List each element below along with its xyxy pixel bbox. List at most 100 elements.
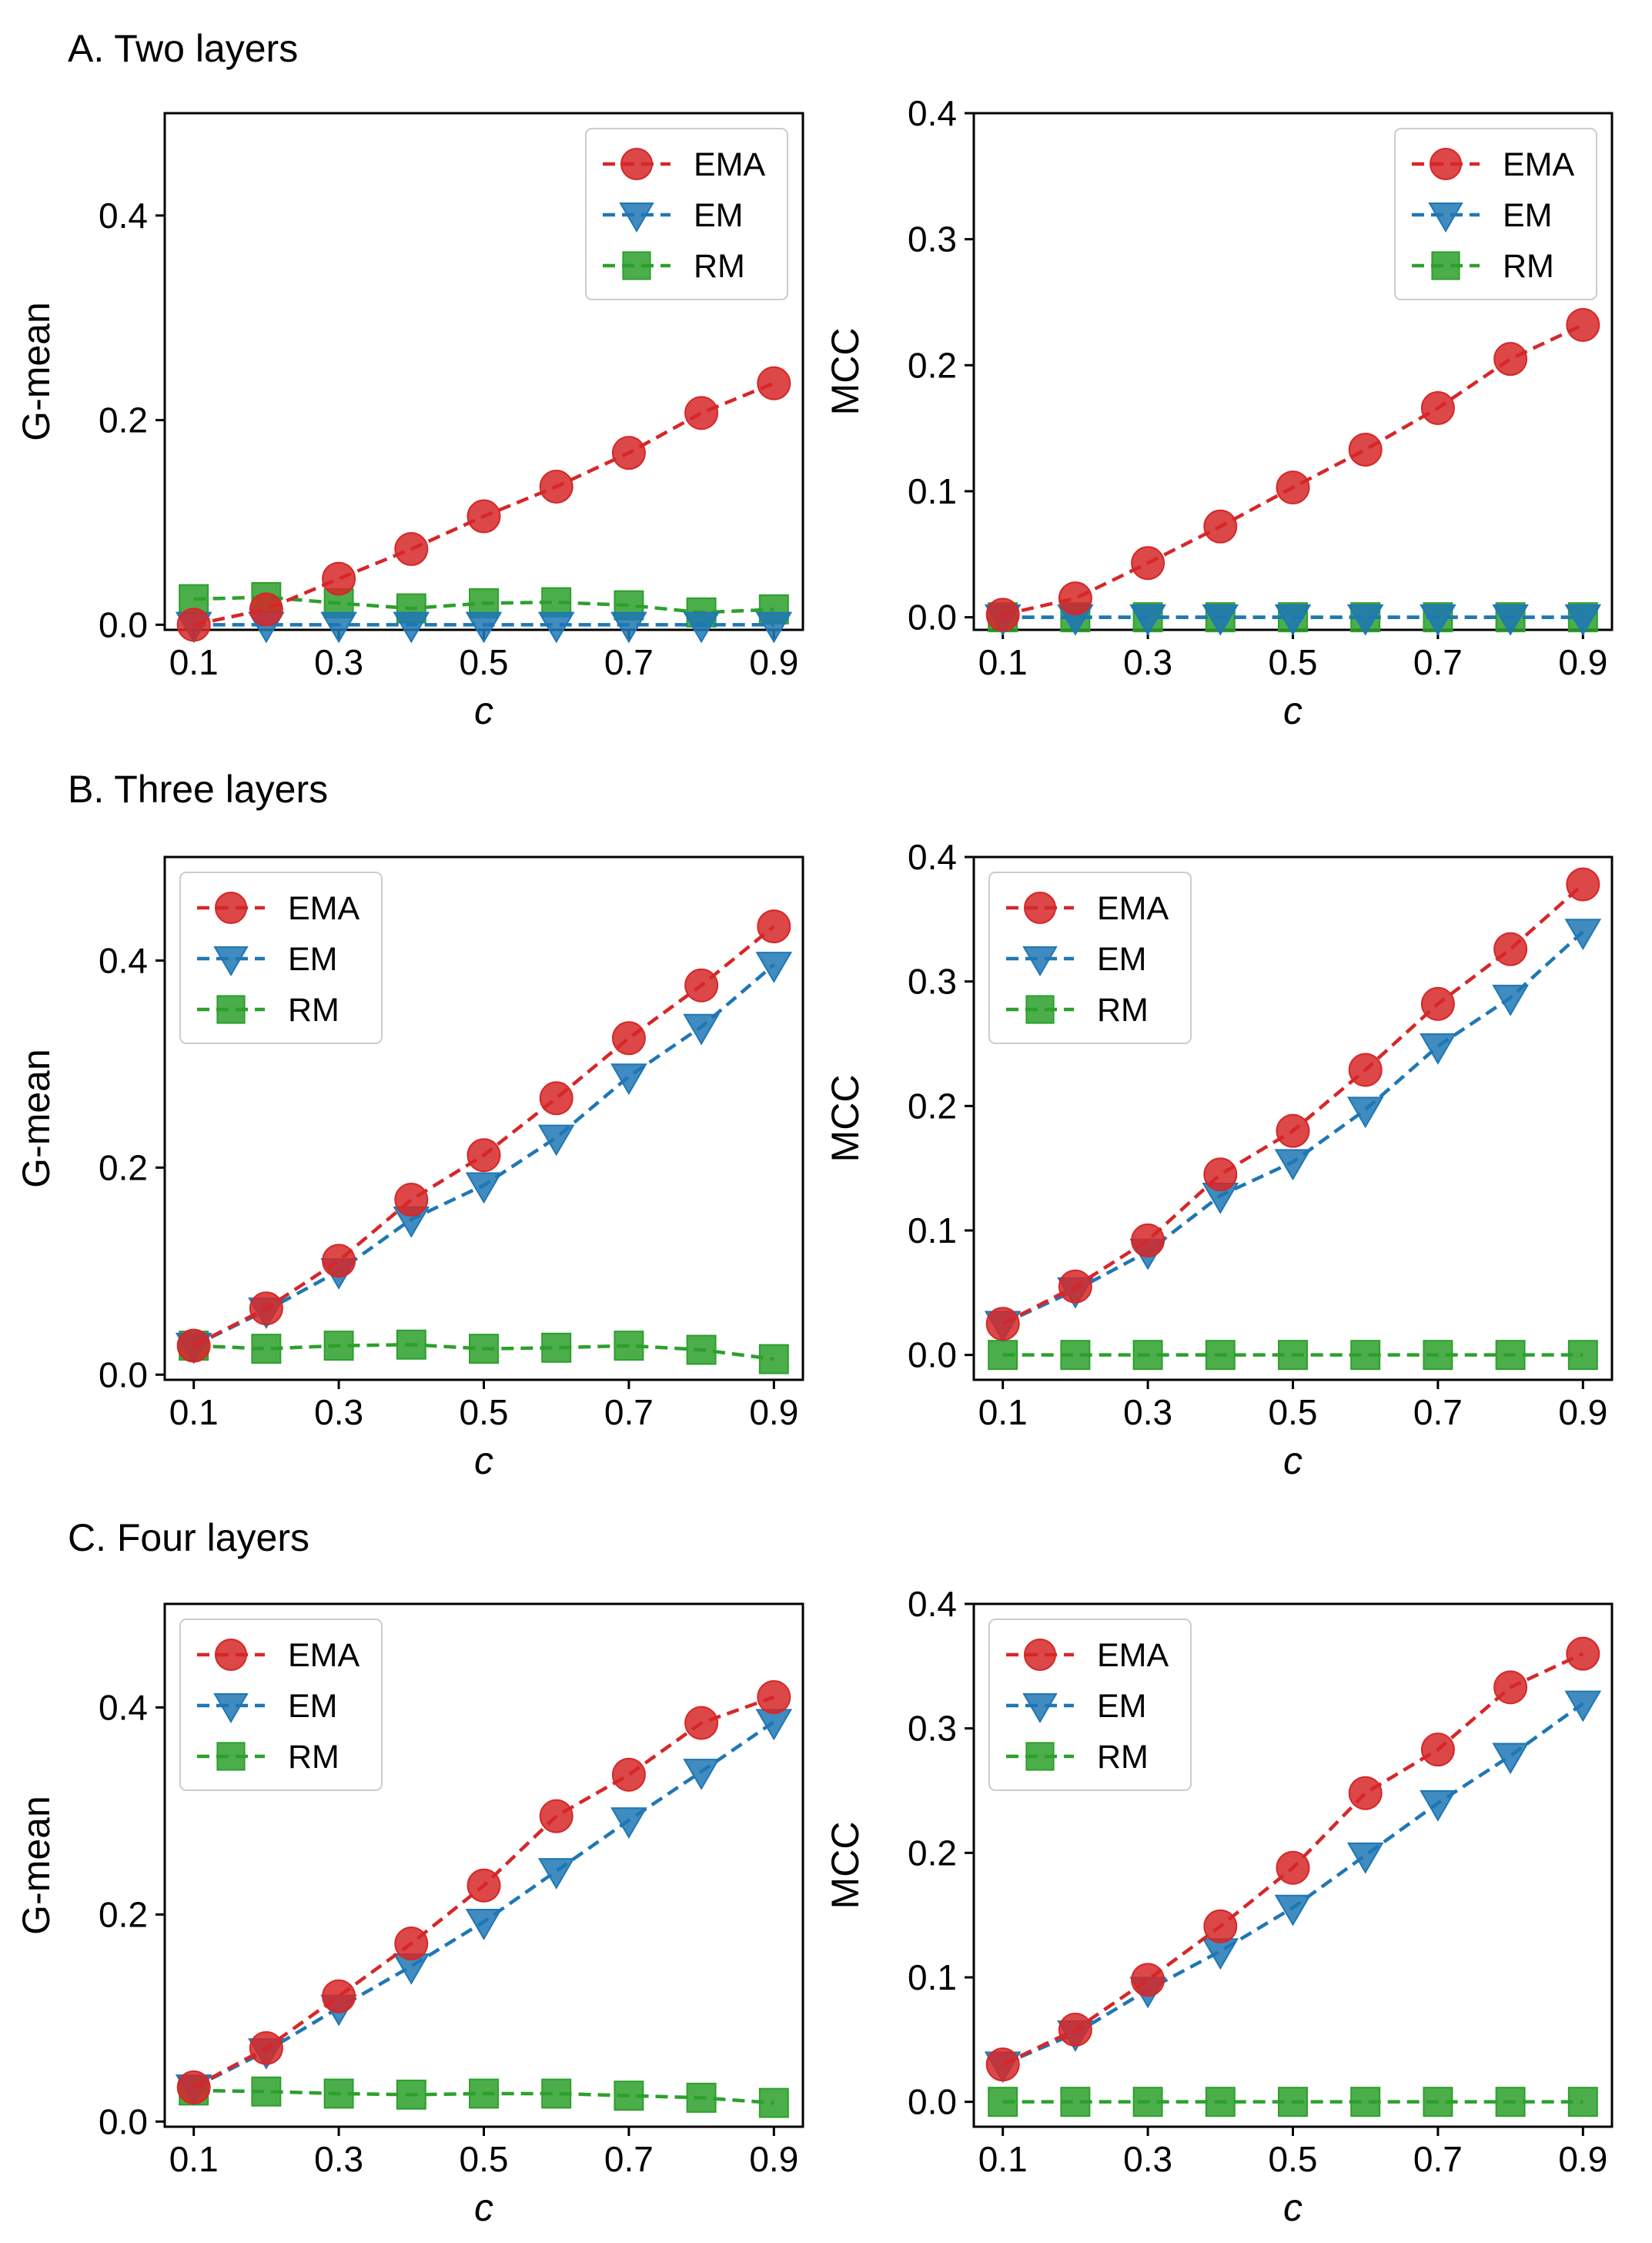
y-tick-label: 0.0 — [99, 604, 148, 644]
legend-label-rm: RM — [1503, 248, 1554, 285]
data-point-em — [320, 611, 357, 644]
data-point-em — [1202, 1938, 1239, 1970]
data-point-rm — [1423, 2087, 1453, 2117]
x-tick-label: 0.1 — [978, 642, 1028, 682]
data-point-em — [1420, 1033, 1456, 1065]
legend-marker-ema — [1024, 1639, 1056, 1671]
series-line-ema — [1002, 323, 1584, 617]
data-point-ema — [539, 1081, 574, 1116]
y-axis-label: G-mean — [15, 1796, 58, 1935]
data-point-em — [1274, 604, 1312, 636]
data-point-rm — [396, 2079, 426, 2110]
data-point-ema — [1203, 1909, 1238, 1943]
data-point-ema — [1420, 1732, 1455, 1767]
data-point-rm — [1567, 2087, 1598, 2117]
series-ema — [176, 366, 791, 642]
data-point-rm — [988, 1340, 1018, 1371]
data-point-rm — [323, 1331, 354, 1361]
data-point-ema — [985, 2047, 1020, 2082]
data-point-ema — [1566, 307, 1600, 342]
x-tick-label: 0.1 — [978, 1392, 1028, 1432]
data-point-rm — [1495, 2087, 1526, 2117]
y-tick-label: 0.2 — [908, 345, 957, 385]
data-point-em — [683, 1013, 720, 1046]
data-point-ema — [1131, 1223, 1165, 1257]
legend: EMA EM RM — [179, 872, 383, 1044]
x-axis-label: c — [1283, 1439, 1303, 1482]
x-tick-label: 0.7 — [604, 1392, 654, 1432]
legend-marker-rm — [1025, 1742, 1055, 1771]
data-point-ema — [322, 561, 356, 596]
data-point-ema — [985, 598, 1020, 632]
legend: EMA EM RM — [988, 872, 1192, 1044]
data-point-ema — [1203, 509, 1238, 544]
data-point-ema — [394, 1183, 429, 1217]
data-point-em — [1346, 1842, 1384, 1874]
data-point-ema — [1566, 867, 1600, 902]
x-tick-label: 0.7 — [1413, 642, 1463, 682]
x-tick-label: 0.3 — [314, 1392, 363, 1432]
data-point-ema — [1493, 342, 1528, 377]
data-point-rm — [1205, 1340, 1236, 1371]
data-point-ema — [611, 1021, 646, 1056]
data-point-ema — [1058, 581, 1092, 616]
legend-label-em: EM — [1097, 941, 1147, 978]
data-point-rm — [614, 2081, 644, 2111]
data-point-rm — [1278, 2087, 1308, 2117]
y-tick-label: 0.1 — [908, 1957, 957, 1997]
x-tick-label: 0.1 — [169, 1392, 219, 1432]
data-point-ema — [1493, 932, 1528, 966]
x-tick-label: 0.9 — [749, 2139, 798, 2179]
data-point-em — [537, 1858, 575, 1890]
y-tick-label: 0.4 — [908, 1584, 957, 1624]
y-tick-label: 0.2 — [99, 1894, 148, 1934]
data-point-em — [683, 1759, 720, 1790]
y-tick-label: 0.2 — [99, 400, 148, 440]
x-tick-label: 0.7 — [1413, 2139, 1463, 2179]
data-point-em — [465, 611, 503, 644]
series-rm — [988, 2087, 1598, 2117]
legend-label-em: EM — [694, 197, 744, 234]
data-point-ema — [1131, 1963, 1165, 1997]
data-point-rm — [1060, 2087, 1091, 2117]
x-tick-label: 0.9 — [749, 1392, 798, 1432]
legend-label-em: EM — [288, 1688, 338, 1725]
x-tick-label: 0.3 — [1123, 642, 1172, 682]
y-tick-label: 0.1 — [908, 1210, 957, 1250]
data-point-rm — [251, 1334, 282, 1364]
y-tick-label: 0.0 — [908, 1335, 957, 1375]
legend: EMA EM RM — [988, 1619, 1192, 1791]
legend-label-ema: EMA — [1503, 146, 1575, 183]
chart-1: 0.1 0.3 0.5 0.7 0.9 0.0 0.2 0.4 c G-mean EMA EM RM — [15, 112, 804, 732]
data-point-ema — [684, 1706, 719, 1740]
legend-label-rm: RM — [288, 992, 339, 1029]
x-axis-label: c — [1283, 2186, 1303, 2229]
data-point-ema — [176, 1328, 211, 1363]
data-point-rm — [323, 2078, 354, 2109]
legend: EMA EM RM — [179, 1619, 383, 1791]
chart-6: 0.1 0.3 0.5 0.7 0.9 0.0 0.1 0.2 0.3 0.4 c MCC EMA EM R… — [824, 1584, 1614, 2229]
y-tick-label: 0.4 — [99, 1687, 148, 1727]
series-rm — [179, 1329, 789, 1374]
data-point-rm — [1060, 1340, 1091, 1371]
data-point-em — [1202, 604, 1239, 636]
legend-marker-rm — [1431, 251, 1460, 280]
y-tick-label: 0.2 — [908, 1833, 957, 1873]
y-tick-label: 0.3 — [908, 219, 957, 259]
legend-label-rm: RM — [1097, 1739, 1149, 1776]
data-point-em — [610, 1063, 647, 1096]
data-point-em — [465, 1172, 503, 1204]
data-point-ema — [684, 968, 719, 1003]
data-point-ema — [249, 592, 283, 627]
data-point-ema — [322, 1244, 356, 1278]
data-point-ema — [611, 436, 646, 470]
y-axis-label: G-mean — [15, 1049, 58, 1188]
x-tick-label: 0.3 — [314, 642, 363, 682]
legend-label-ema: EMA — [288, 1637, 360, 1674]
y-tick-label: 0.4 — [908, 93, 957, 133]
data-point-rm — [758, 1344, 789, 1374]
data-point-rm — [541, 2078, 572, 2109]
x-tick-label: 0.3 — [1123, 1392, 1172, 1432]
data-point-em — [1420, 604, 1456, 636]
chart-4: 0.1 0.3 0.5 0.7 0.9 0.0 0.1 0.2 0.3 0.4 c MCC EMA EM R… — [824, 837, 1614, 1482]
